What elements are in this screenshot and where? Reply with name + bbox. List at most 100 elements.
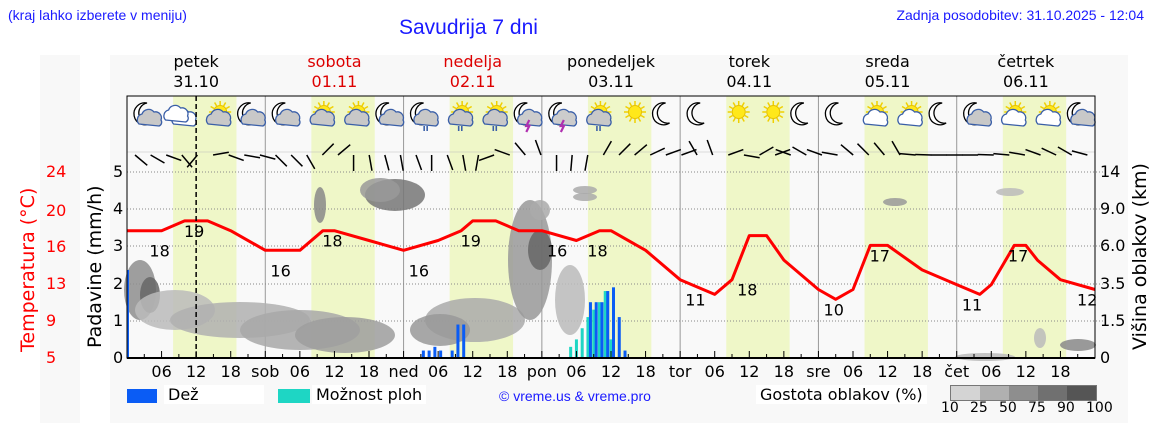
- wind-barb: [1057, 146, 1073, 156]
- wind-barb: [494, 148, 510, 156]
- sun-cloud-small-icon: [862, 101, 889, 127]
- showers-legend-label: Možnost ploh: [312, 385, 427, 404]
- rain-legend-label: Dež: [164, 385, 264, 404]
- svg-text:ıı: ıı: [457, 124, 463, 134]
- temp-value-label: 18: [737, 281, 757, 300]
- axis-tick: 5: [113, 162, 124, 181]
- wind-barb: [384, 154, 390, 171]
- location-hint[interactable]: (kraj lahko izberete v meniju): [8, 7, 187, 23]
- panel-gap-right: [1128, 55, 1152, 423]
- sun-cloud-small-icon: [1035, 101, 1062, 127]
- wind-barb: [899, 152, 916, 156]
- x-tick-label: 12: [324, 362, 344, 381]
- sun-cloud-small-icon: [897, 101, 923, 127]
- sun-cloud-icon: [344, 101, 370, 127]
- wind-barb: [665, 148, 682, 156]
- wind-barb: [462, 154, 467, 171]
- moon-cloud-icon: [963, 102, 993, 127]
- x-tick-label: 12: [877, 362, 897, 381]
- wind-barb: [891, 140, 901, 156]
- wind-barb: [570, 154, 573, 172]
- wind-barb: [821, 151, 838, 156]
- sun-cloud-small-icon: [1001, 101, 1027, 127]
- wind-barbs: [134, 139, 1088, 172]
- wind-barb: [150, 154, 165, 164]
- wind-barb: [368, 154, 373, 171]
- wind-barb: [134, 154, 148, 166]
- wind-barb: [1071, 150, 1088, 156]
- x-tick-label: tor: [669, 362, 692, 381]
- sun-cloud-icon: [309, 101, 336, 127]
- axis-tick: 9: [46, 311, 57, 330]
- axis-tick: 2: [113, 274, 124, 293]
- density-tick: 90: [1057, 400, 1075, 416]
- wind-barb: [321, 143, 335, 156]
- axis-tick: 9.0: [1100, 199, 1126, 218]
- x-tick-label: pon: [527, 362, 557, 381]
- wind-barb: [514, 142, 526, 156]
- day-label-1: sobota 01.11: [307, 52, 362, 91]
- axis-tick: 0: [1100, 348, 1111, 367]
- axis-tick: 4: [113, 199, 124, 218]
- wind-barb: [759, 146, 774, 156]
- x-tick-label: 06: [566, 362, 586, 381]
- rain-swatch: [127, 389, 157, 403]
- x-tick-label: 06: [151, 362, 171, 381]
- moon-cloud-icon: [133, 102, 163, 127]
- moon-icon: [928, 102, 947, 126]
- x-tick-label: 06: [428, 362, 448, 381]
- wind-barb: [977, 153, 994, 156]
- x-tick-label: 12: [463, 362, 483, 381]
- axis-tick: 16: [46, 237, 67, 256]
- wind-barb: [775, 148, 791, 156]
- axis-tick: 24: [46, 162, 67, 181]
- wind-barb: [415, 154, 423, 171]
- sun-icon: [727, 101, 750, 123]
- day-label-2: nedelja 02.11: [443, 52, 503, 91]
- axis-tick: 0: [113, 348, 124, 367]
- wind-barb: [743, 154, 760, 159]
- x-tick-label: 12: [186, 362, 206, 381]
- wind-barb: [1025, 148, 1041, 156]
- x-tick-label: sre: [806, 362, 830, 381]
- density-tick: 75: [1028, 400, 1046, 416]
- day-label-3: ponedeljek 03.11: [567, 52, 655, 91]
- temperature-line: 18 19 16 18 16 19 16 18 11 18 10 17 11 17 12: [127, 96, 1097, 358]
- wind-barb: [165, 154, 182, 162]
- density-tick: 10: [941, 400, 959, 416]
- wind-barb: [534, 139, 542, 156]
- temp-value-label: 19: [184, 222, 204, 241]
- temp-value-label: 12: [1077, 291, 1097, 310]
- wind-barb: [856, 143, 870, 156]
- temp-value-label: 10: [824, 300, 844, 319]
- day-label-6: četrtek 06.11: [997, 52, 1055, 91]
- moon-icon: [686, 102, 705, 126]
- sun-cloud-rain-icon: ıı: [482, 101, 509, 134]
- wind-barb: [290, 154, 303, 167]
- wind-barb: [337, 144, 351, 156]
- wind-barb: [584, 154, 589, 171]
- sun-cloud-rain-icon: ıı: [586, 101, 612, 134]
- axis-tick: 13: [46, 274, 67, 293]
- axis-tick: 1.5: [1100, 311, 1126, 330]
- wind-barb: [259, 154, 276, 160]
- wind-barb: [806, 148, 823, 156]
- wind-barb: [792, 146, 807, 156]
- wind-barb: [915, 153, 932, 156]
- x-tick-label: 18: [1050, 362, 1070, 381]
- sun-cloud-rain-icon: ıı: [447, 101, 474, 134]
- x-tick-label: 06: [705, 362, 725, 381]
- wind-barb: [478, 154, 495, 162]
- temp-value-label: 16: [547, 242, 567, 261]
- moon-cloud-thunder-icon: [513, 102, 543, 133]
- moon-icon: [824, 102, 843, 126]
- x-tick-label: 06: [981, 362, 1001, 381]
- x-tick-label: sob: [251, 362, 279, 381]
- x-tick-label: 06: [290, 362, 310, 381]
- wind-barb: [274, 154, 288, 167]
- copyright-link[interactable]: © vreme.us & vreme.pro: [499, 388, 651, 404]
- axis-tick: 3.5: [1100, 274, 1126, 293]
- moon-cloud-icon: [237, 102, 267, 127]
- temp-value-label: 11: [685, 291, 705, 310]
